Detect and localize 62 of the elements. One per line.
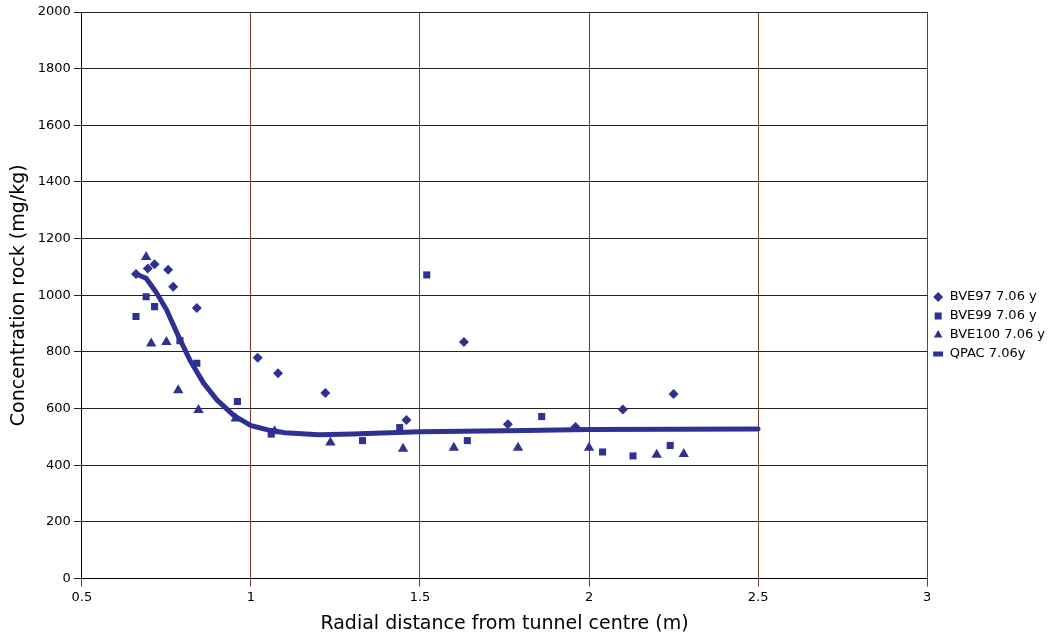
point [448,441,459,451]
x-tick-label: 1.5 [409,588,431,604]
point [168,281,179,292]
y-tick-label: 1800 [37,60,71,76]
point [151,303,159,311]
y-tick-label: 1200 [37,230,71,246]
y-tick-label: 600 [46,399,71,415]
legend-label: QPAC 7.06y [949,345,1026,361]
point [193,359,201,367]
point [161,336,172,346]
point [668,388,679,399]
point [666,441,674,449]
y-axis-title: Concentration rock (mg/kg) [6,164,29,427]
point [132,313,140,321]
legend-label: BVE97 7.06 y [949,288,1038,304]
point [617,404,628,415]
point [423,271,431,279]
y-tick-label: 400 [46,456,71,472]
y-tick-label: 1400 [37,173,71,189]
x-tick-label: 2 [584,588,594,604]
point [397,442,409,452]
legend-label: BVE100 7.06 y [949,326,1046,342]
point [149,259,160,270]
y-tick-label: 1000 [37,286,71,302]
x-tick-label: 3 [923,588,932,604]
point [252,352,263,363]
point [538,413,546,421]
x-tick-label: 2.5 [747,588,769,604]
y-tick-label: 800 [46,343,71,359]
point [678,447,689,457]
point [163,264,174,275]
point [458,337,469,348]
legend-label: BVE99 7.06 y [949,307,1038,323]
point [233,398,241,406]
point [140,251,152,261]
point [142,293,150,301]
point [599,448,607,456]
y-tick-label: 1600 [37,116,71,132]
point [502,419,513,430]
point [193,404,204,414]
x-tick-label: 0.5 [71,588,93,604]
y-tick-label: 0 [62,569,71,585]
y-tick-label: 2000 [37,3,71,19]
point [463,437,471,445]
point [401,414,412,425]
point [512,441,524,451]
point [320,388,331,399]
point [173,384,184,394]
point [272,368,283,379]
point [583,441,595,451]
point [629,452,637,460]
point [358,437,367,445]
x-axis-title: Radial distance from tunnel centre (m) [320,610,689,633]
point [142,263,153,274]
point [191,303,202,314]
point [325,436,336,446]
point [230,412,241,422]
point [176,337,184,345]
point [130,269,141,280]
x-tick-label: 1 [246,588,256,604]
point [651,448,662,458]
y-tick-label: 200 [46,513,71,529]
